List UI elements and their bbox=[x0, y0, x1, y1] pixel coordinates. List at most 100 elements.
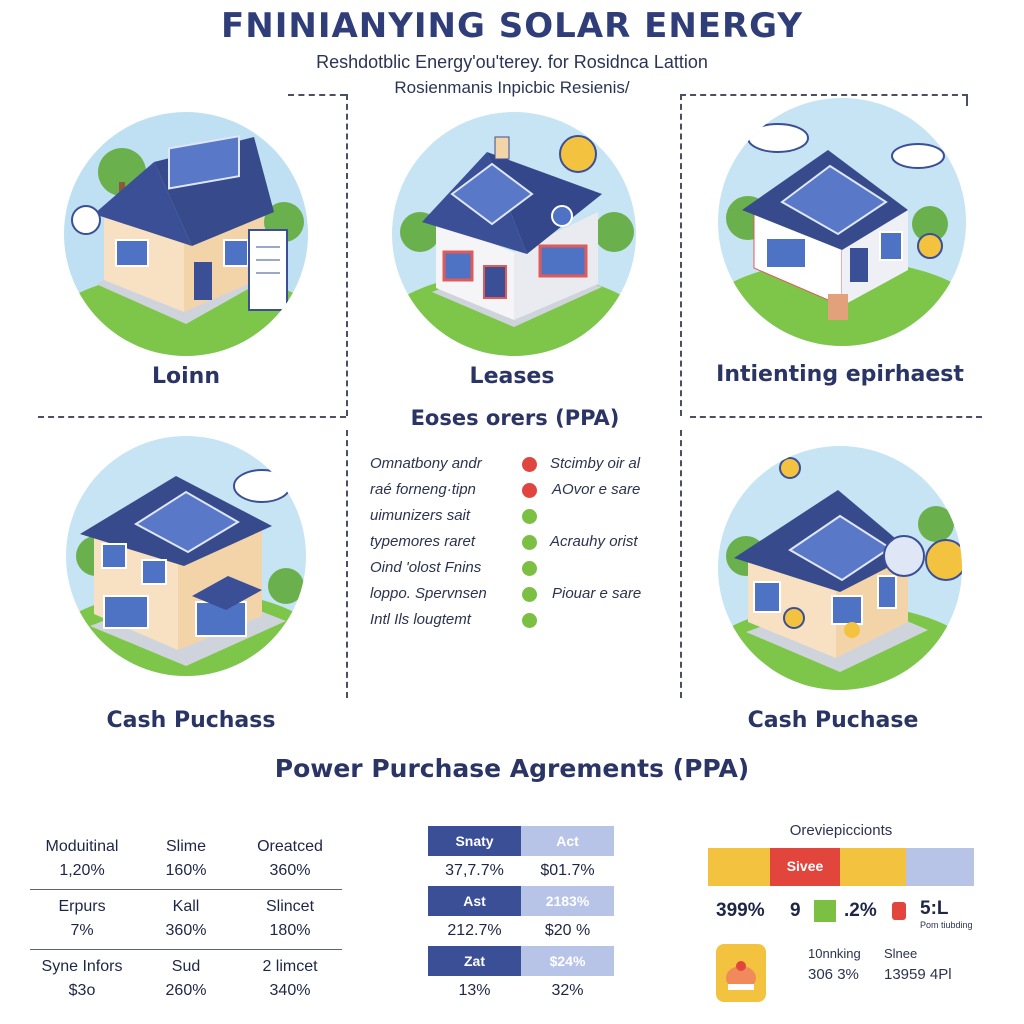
legend-item-right-4: Piouar e sare bbox=[552, 585, 642, 602]
legend-dot-green-1 bbox=[522, 509, 537, 524]
table-header-row: Ast 2183% bbox=[428, 886, 614, 916]
legend-item-left-6: loppo. Spervnsen bbox=[370, 585, 487, 602]
legend-item-left-3: uimunizers sait bbox=[370, 507, 471, 524]
table-header-cell: Oreatced bbox=[257, 838, 323, 855]
table-header-cell: Zat bbox=[428, 946, 521, 976]
table-header-cell: Syne Infors bbox=[41, 958, 123, 975]
table-header-row: Snaty Act bbox=[428, 826, 614, 856]
house-illustration-leases bbox=[392, 112, 636, 356]
table-header-cell: 2 limcet bbox=[262, 958, 318, 975]
stat-small-value-2: 13959 4Pl bbox=[884, 966, 952, 983]
stat-4: 5:L bbox=[920, 898, 949, 919]
table-value-cell: 7% bbox=[70, 922, 94, 939]
legend-title: Eoses orers (PPA) bbox=[410, 406, 620, 430]
option-label-interesting: Intienting epirhaest bbox=[716, 362, 964, 387]
table-header-cell: Sud bbox=[171, 958, 201, 975]
legend-item-left-1: Omnatbony andr bbox=[370, 455, 482, 472]
ppa-section-title: Power Purchase Agrements (PPA) bbox=[274, 754, 750, 783]
legend-dot-green-4 bbox=[522, 587, 537, 602]
red-plug-icon bbox=[892, 902, 906, 920]
table-value-cell: 180% bbox=[269, 922, 311, 939]
table-value-cell: 37,7.7% bbox=[445, 862, 504, 879]
stat-1: 399% bbox=[716, 900, 765, 921]
legend-item-right-2: AOvor e sare bbox=[552, 481, 641, 498]
table-value-cell: $20 % bbox=[544, 922, 591, 939]
bar-segment-yellow-left bbox=[708, 848, 770, 886]
divider-right-bottom-vertical bbox=[680, 430, 682, 698]
legend-dot-green-2 bbox=[522, 535, 537, 550]
legend-item-left-4: typemores raret bbox=[370, 533, 476, 550]
table-row: 37,7.7% $01.7% bbox=[428, 856, 614, 886]
table-value-cell: 1,20% bbox=[59, 862, 105, 879]
table-header-cell: Act bbox=[521, 826, 614, 856]
stat-small-value-1: 306 3% bbox=[808, 966, 859, 983]
stat-small-label-1: 10nnking bbox=[808, 946, 861, 961]
divider-right-horizontal bbox=[690, 416, 982, 418]
panel-3-title: Oreviepiccionts bbox=[789, 822, 893, 839]
stat-3: .2% bbox=[844, 900, 877, 921]
table-value-cell: 340% bbox=[269, 982, 311, 999]
divider-right-stub-vertical bbox=[966, 94, 968, 106]
legend-item-left-7: Intl Ils lougtemt bbox=[370, 611, 471, 628]
bar-segment-yellow-right bbox=[840, 848, 906, 886]
table-header-cell: 2183% bbox=[521, 886, 614, 916]
divider-left-top-stub bbox=[288, 94, 346, 96]
house-illustration-loan bbox=[64, 112, 308, 356]
legend-dot-green-5 bbox=[522, 613, 537, 628]
table-value-cell: 32% bbox=[551, 982, 584, 999]
table-header-row: Zat $24% bbox=[428, 946, 614, 976]
option-label-loan: Loinn bbox=[152, 364, 220, 389]
legend-item-right-3: Acrauhy orist bbox=[550, 533, 638, 550]
house-illustration-interesting bbox=[718, 98, 966, 346]
table-value-cell: 13% bbox=[458, 982, 491, 999]
divider-left-top-vertical bbox=[346, 94, 348, 416]
table-header-cell: Kall bbox=[172, 898, 200, 915]
table-row: 212.7% $20 % bbox=[428, 916, 614, 946]
table-value-cell: 260% bbox=[165, 982, 207, 999]
option-label-cash-purchase-left: Cash Puchass bbox=[106, 708, 276, 733]
table-value-cell: $01.7% bbox=[540, 862, 595, 879]
table-header-cell: Slime bbox=[165, 838, 206, 855]
bar-segment-red bbox=[770, 848, 840, 886]
piggy-bank-icon bbox=[716, 944, 766, 1002]
house-illustration-cash-purchase-left bbox=[66, 436, 306, 676]
stat-small-label-2: Slnee bbox=[884, 946, 918, 961]
divider-right-top-vertical bbox=[680, 94, 682, 416]
table-value-cell: 160% bbox=[165, 862, 207, 879]
page-title: FNINIANYING SOLAR ENERGY bbox=[221, 6, 803, 46]
divider-left-bottom-vertical bbox=[346, 430, 348, 698]
legend-item-left-5: Oind 'olost Fnins bbox=[370, 559, 482, 576]
bar-segment-blue bbox=[906, 848, 974, 886]
stat-4-caption: Pom tiubding bbox=[920, 920, 973, 930]
legend-dot-green-3 bbox=[522, 561, 537, 576]
option-label-leases: Leases bbox=[469, 364, 555, 389]
table-value-cell: $3o bbox=[68, 982, 96, 999]
table-row: 13% 32% bbox=[428, 976, 614, 1006]
table-header-cell: Moduitinal bbox=[45, 838, 119, 855]
legend-item-left-2: raé forneng·tipn bbox=[370, 481, 476, 498]
house-illustration-cash-purchase-right bbox=[718, 446, 962, 690]
table-header-cell: Ast bbox=[428, 886, 521, 916]
bar-label: Sivee bbox=[786, 858, 824, 874]
option-label-cash-purchase-right: Cash Puchase bbox=[747, 708, 919, 733]
table-header-cell: Snaty bbox=[428, 826, 521, 856]
page-subtitle-line-2: Rosienmanis Inpicbic Resienis/ bbox=[394, 78, 630, 97]
page-subtitle-line-1: Reshdotblic Energy'ou'terey. for Rosidnc… bbox=[316, 52, 708, 72]
stat-2: 9 bbox=[790, 900, 801, 921]
legend-item-right-1: Stcimby oir al bbox=[550, 455, 641, 472]
comparison-table-1: Moduitinal Slime Oreatced 1,20% 160% 360… bbox=[30, 830, 342, 1010]
table-row: Moduitinal Slime Oreatced 1,20% 160% 360… bbox=[30, 830, 342, 890]
legend-dot-red-1 bbox=[522, 457, 537, 472]
table-value-cell: 360% bbox=[165, 922, 207, 939]
legend-dot-red-2 bbox=[522, 483, 537, 498]
green-square-icon bbox=[814, 900, 836, 922]
table-header-cell: Slincet bbox=[265, 898, 315, 915]
divider-left-horizontal bbox=[38, 416, 346, 418]
table-header-cell: Erpurs bbox=[58, 898, 106, 915]
table-row: Syne Infors Sud 2 limcet $3o 260% 340% bbox=[30, 950, 342, 1010]
comparison-table-2: Snaty Act 37,7.7% $01.7% Ast 2183% 212.7… bbox=[428, 826, 614, 1006]
table-header-cell: $24% bbox=[521, 946, 614, 976]
table-value-cell: 212.7% bbox=[447, 922, 502, 939]
table-row: Erpurs Kall Slincet 7% 360% 180% bbox=[30, 890, 342, 950]
divider-right-top-stub bbox=[680, 94, 968, 96]
